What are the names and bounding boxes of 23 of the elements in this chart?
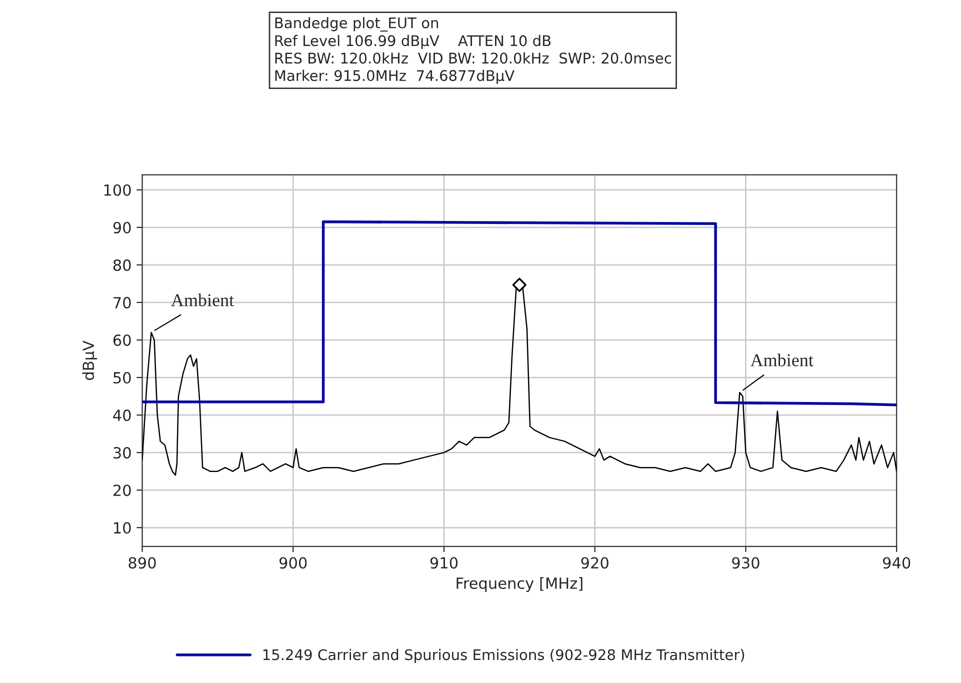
- x-tick-label: 940: [882, 557, 910, 569]
- line-series: [142, 220, 897, 406]
- x-tick-label: 890: [128, 557, 156, 569]
- y-tick-label: 50: [114, 372, 131, 384]
- x-tick-label: 930: [732, 557, 760, 569]
- annotation: Ambient: [750, 354, 814, 366]
- y-tick-label: 30: [114, 447, 131, 459]
- x-tick-label: 910: [430, 557, 458, 569]
- y-tick-label: 40: [113, 410, 131, 422]
- x-tick-label: 920: [581, 557, 608, 569]
- chart-title: Bandedge plot_EUT on Ref Level 106.99 dBµV ATTEN 10 dB RES BW: 120.0kHz VID BW: 120.0kHz SWP: 20.0msec Marker: 915.0MHz 74.6877dBµV: [275, 17, 671, 84]
- legend-label: 15.249 Carrier and Spurious Emissions (902-928 MHz Transmitter): [263, 648, 744, 664]
- annotation: Ambient: [171, 294, 234, 306]
- y-tick-label: 10: [114, 522, 131, 534]
- y-tick-label: 90: [113, 222, 131, 234]
- y-tick-label: 80: [113, 259, 131, 271]
- x-tick-label: 900: [279, 557, 307, 569]
- x-axis-title: Frequency [MHz]: [456, 577, 582, 592]
- y-axis-title: dBµV: [82, 340, 98, 380]
- y-tick-label: 20: [113, 484, 131, 496]
- y-tick-label: 60: [113, 334, 131, 346]
- y-tick-label: 70: [114, 296, 131, 308]
- y-tick-label: 100: [104, 184, 131, 196]
